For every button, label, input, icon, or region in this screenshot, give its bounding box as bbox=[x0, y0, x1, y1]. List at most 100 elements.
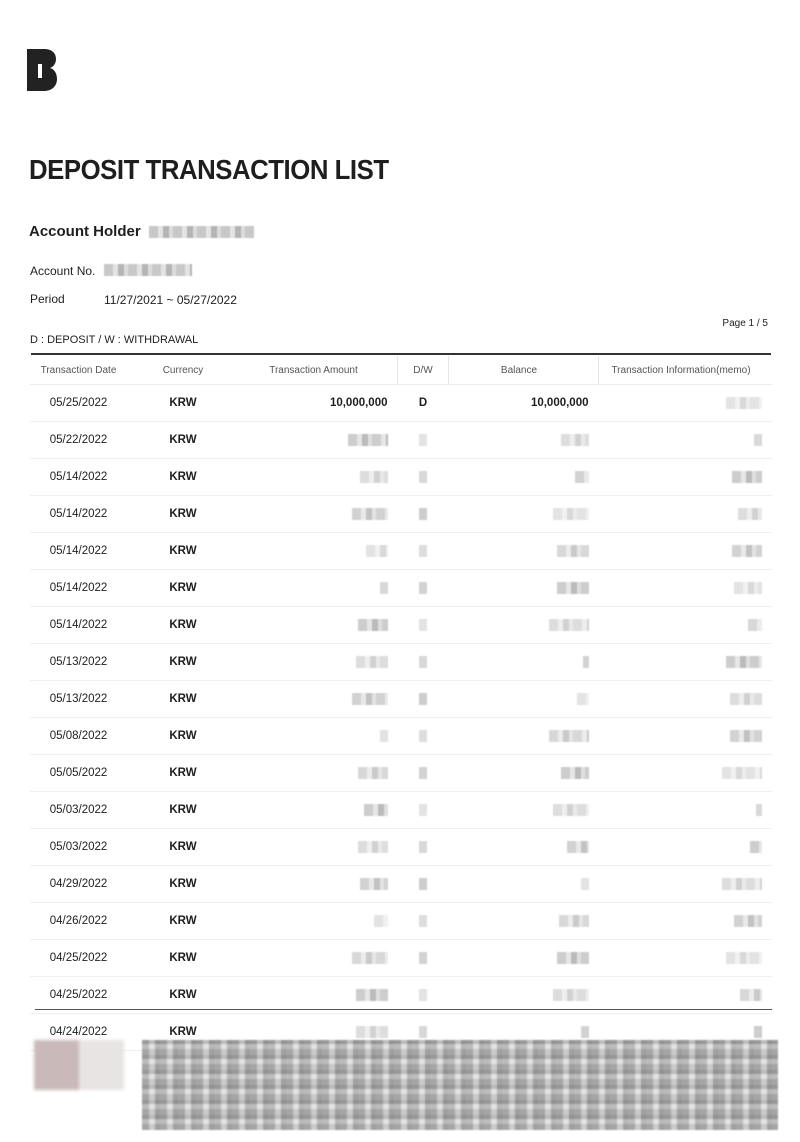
cell-balance bbox=[448, 532, 599, 570]
cell-amount bbox=[239, 680, 398, 718]
cell-amount bbox=[239, 939, 398, 977]
transaction-table: Transaction Date Currency Transaction Am… bbox=[30, 356, 772, 1051]
cell-amount bbox=[239, 976, 398, 1014]
cell-dw bbox=[397, 680, 449, 718]
redacted-value bbox=[365, 544, 388, 557]
cell-currency: KRW bbox=[127, 828, 239, 866]
cell-dw bbox=[397, 643, 449, 681]
cell-currency: KRW bbox=[127, 717, 239, 755]
table-row: 05/14/2022 KRW bbox=[30, 569, 772, 607]
dw-legend: D : DEPOSIT / W : WITHDRAWAL bbox=[30, 334, 199, 346]
cell-amount bbox=[239, 717, 398, 755]
redacted-value bbox=[552, 507, 589, 520]
redacted-value bbox=[357, 840, 388, 853]
table-row: 05/03/2022 KRW bbox=[30, 791, 772, 829]
cell-balance bbox=[448, 643, 599, 681]
cell-balance bbox=[448, 791, 599, 829]
redacted-value bbox=[750, 840, 762, 853]
redacted-value bbox=[355, 655, 388, 668]
bank-logo bbox=[27, 49, 57, 91]
redacted-value bbox=[560, 433, 589, 446]
cell-amount bbox=[239, 421, 398, 459]
cell-balance bbox=[448, 939, 599, 977]
cell-balance bbox=[448, 902, 599, 940]
redacted-value bbox=[357, 766, 388, 779]
cell-currency: KRW bbox=[127, 939, 239, 977]
cell-amount bbox=[239, 902, 398, 940]
cell-amount: 10,000,000 bbox=[239, 384, 398, 422]
cell-dw bbox=[397, 939, 449, 977]
cell-amount bbox=[239, 643, 398, 681]
redacted-value bbox=[419, 507, 427, 520]
table-row: 05/03/2022 KRW bbox=[30, 828, 772, 866]
cell-balance bbox=[448, 754, 599, 792]
redacted-value bbox=[379, 581, 388, 594]
redacted-value bbox=[552, 803, 589, 816]
cell-dw bbox=[397, 754, 449, 792]
cell-date: 05/25/2022 bbox=[30, 384, 127, 422]
redacted-value bbox=[548, 618, 589, 631]
redacted-value bbox=[560, 766, 589, 779]
table-row: 05/14/2022 KRW bbox=[30, 606, 772, 644]
cell-amount bbox=[239, 495, 398, 533]
cell-dw bbox=[397, 902, 449, 940]
redacted-value bbox=[419, 544, 427, 557]
redacted-value bbox=[738, 507, 762, 520]
redacted-value bbox=[355, 988, 388, 1001]
header-memo: Transaction Information(memo) bbox=[598, 356, 772, 385]
cell-memo bbox=[598, 569, 772, 607]
cell-amount bbox=[239, 606, 398, 644]
redacted-value bbox=[357, 618, 388, 631]
cell-dw bbox=[397, 606, 449, 644]
cell-amount bbox=[239, 532, 398, 570]
redacted-value bbox=[419, 692, 427, 705]
cell-memo bbox=[598, 754, 772, 792]
cell-date: 05/14/2022 bbox=[30, 606, 127, 644]
cell-dw bbox=[397, 828, 449, 866]
cell-balance bbox=[448, 976, 599, 1014]
redacted-account-holder bbox=[148, 226, 254, 239]
redacted-value bbox=[347, 433, 388, 446]
redacted-value bbox=[351, 692, 388, 705]
cell-dw bbox=[397, 717, 449, 755]
cell-dw bbox=[397, 458, 449, 496]
cell-memo bbox=[598, 421, 772, 459]
cell-date: 04/25/2022 bbox=[30, 976, 127, 1014]
redacted-value bbox=[756, 803, 762, 816]
redacted-value bbox=[580, 877, 589, 890]
cell-date: 05/05/2022 bbox=[30, 754, 127, 792]
cell-amount bbox=[239, 569, 398, 607]
cell-balance bbox=[448, 569, 599, 607]
cell-currency: KRW bbox=[127, 384, 239, 422]
header-dw: D/W bbox=[397, 356, 449, 385]
cell-currency: KRW bbox=[127, 680, 239, 718]
redacted-value bbox=[726, 396, 762, 409]
cell-amount bbox=[239, 865, 398, 903]
redacted-value bbox=[556, 544, 589, 557]
cell-date: 05/14/2022 bbox=[30, 532, 127, 570]
cell-memo bbox=[598, 939, 772, 977]
account-holder: Account Holder bbox=[29, 223, 254, 240]
redacted-seal bbox=[34, 1040, 124, 1090]
cell-currency: KRW bbox=[127, 643, 239, 681]
cell-balance bbox=[448, 865, 599, 903]
cell-balance bbox=[448, 495, 599, 533]
cell-date: 04/25/2022 bbox=[30, 939, 127, 977]
cell-balance: 10,000,000 bbox=[448, 384, 599, 422]
cell-date: 05/14/2022 bbox=[30, 458, 127, 496]
account-no-label: Account No. bbox=[30, 264, 96, 278]
account-holder-label: Account Holder bbox=[29, 223, 141, 240]
table-row: 04/25/2022 KRW bbox=[30, 939, 772, 977]
cell-balance bbox=[448, 606, 599, 644]
period-label: Period bbox=[30, 292, 65, 306]
cell-currency: KRW bbox=[127, 421, 239, 459]
cell-balance bbox=[448, 458, 599, 496]
cell-memo bbox=[598, 384, 772, 422]
cell-dw bbox=[397, 532, 449, 570]
cell-date: 05/14/2022 bbox=[30, 495, 127, 533]
redacted-value bbox=[419, 581, 427, 594]
cell-memo bbox=[598, 828, 772, 866]
redacted-value bbox=[722, 766, 762, 779]
redacted-value bbox=[556, 951, 589, 964]
redacted-value bbox=[722, 877, 762, 890]
